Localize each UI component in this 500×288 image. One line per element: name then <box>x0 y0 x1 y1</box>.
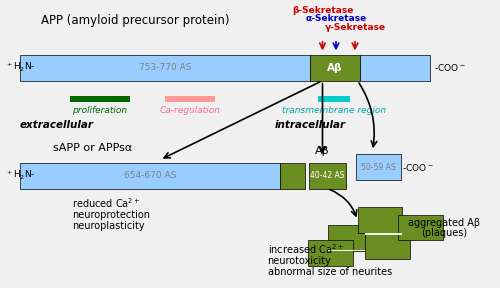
FancyBboxPatch shape <box>20 163 280 189</box>
Text: transmembrane region: transmembrane region <box>282 106 386 115</box>
FancyBboxPatch shape <box>328 250 365 251</box>
FancyBboxPatch shape <box>398 215 442 240</box>
Text: $^+$H$_2$N-: $^+$H$_2$N- <box>5 61 36 74</box>
Text: -COO$^-$: -COO$^-$ <box>402 162 434 173</box>
FancyBboxPatch shape <box>318 96 350 102</box>
FancyBboxPatch shape <box>280 163 305 189</box>
FancyBboxPatch shape <box>308 240 352 266</box>
Text: proliferation: proliferation <box>72 106 128 115</box>
Text: γ-Sekretase: γ-Sekretase <box>324 23 386 32</box>
Text: 40-42 AS: 40-42 AS <box>310 171 344 180</box>
FancyBboxPatch shape <box>328 225 372 251</box>
Text: aggregated Aβ: aggregated Aβ <box>408 218 480 228</box>
Text: Aβ: Aβ <box>315 146 330 156</box>
FancyBboxPatch shape <box>310 55 360 81</box>
Text: Ca-regulation: Ca-regulation <box>160 106 220 115</box>
FancyBboxPatch shape <box>356 154 401 180</box>
Text: neurotoxicity: neurotoxicity <box>268 256 332 266</box>
Text: β-Sekretase: β-Sekretase <box>292 5 353 15</box>
FancyBboxPatch shape <box>308 163 346 189</box>
Text: intracellular: intracellular <box>275 120 346 130</box>
Text: reduced Ca$^{2+}$: reduced Ca$^{2+}$ <box>72 196 141 210</box>
Text: (plaques): (plaques) <box>421 228 467 238</box>
Text: 654-670 AS: 654-670 AS <box>124 171 176 180</box>
FancyBboxPatch shape <box>365 233 410 259</box>
FancyBboxPatch shape <box>165 96 215 102</box>
Text: $^+$H$_2$N-: $^+$H$_2$N- <box>5 169 36 182</box>
FancyBboxPatch shape <box>365 233 403 235</box>
Text: neuroprotection: neuroprotection <box>72 210 150 219</box>
Text: Aβ: Aβ <box>327 63 343 73</box>
Text: extracellular: extracellular <box>20 120 94 130</box>
Text: 50-59 AS: 50-59 AS <box>361 162 396 172</box>
Text: neuroplasticity: neuroplasticity <box>72 221 145 231</box>
Text: abnormal size of neurites: abnormal size of neurites <box>268 267 392 277</box>
FancyBboxPatch shape <box>70 96 130 102</box>
Text: sAPP or APPsα: sAPP or APPsα <box>53 143 132 153</box>
FancyBboxPatch shape <box>20 55 310 81</box>
Text: APP (amyloid precursor protein): APP (amyloid precursor protein) <box>41 14 229 27</box>
FancyBboxPatch shape <box>360 55 430 81</box>
Text: -COO$^-$: -COO$^-$ <box>434 62 465 73</box>
Text: α-Sekretase: α-Sekretase <box>306 14 366 23</box>
Text: 753-770 AS: 753-770 AS <box>139 63 191 72</box>
Text: increased Ca$^{2+}$: increased Ca$^{2+}$ <box>268 242 344 256</box>
FancyBboxPatch shape <box>358 207 403 233</box>
